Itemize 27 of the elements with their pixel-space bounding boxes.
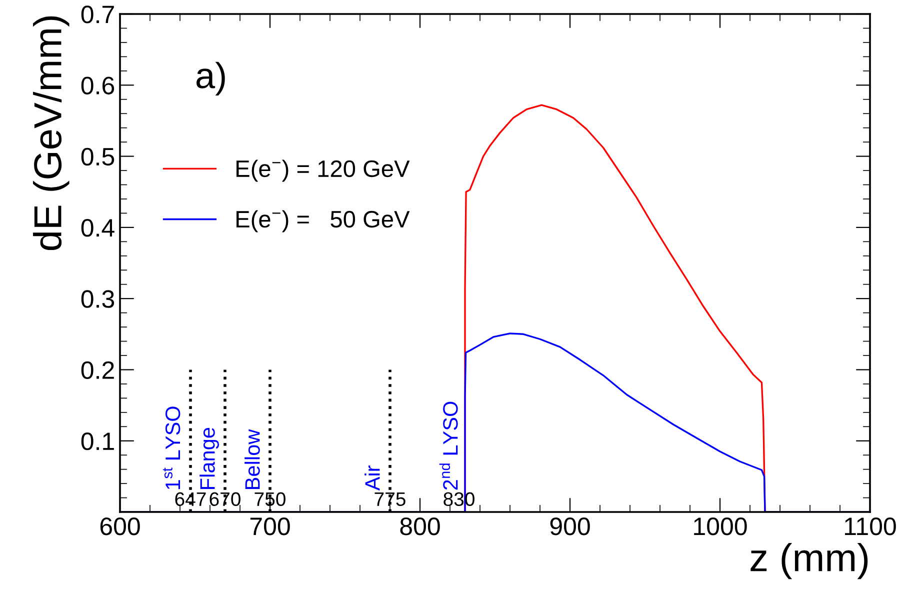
x-tick-label: 1100 [845,518,896,536]
x-tick-label: 1000 [694,518,747,536]
annotation: 750 [254,492,286,506]
y-tick-label: 0.3 [81,290,114,308]
legend-label: E(e$^{−}$) = 50 GeV [236,210,410,232]
y-tick-label: 0.7 [81,6,114,24]
legend-label: E(e$^{−}$) = 120 GeV [236,160,410,182]
y-tick-label: 0.5 [81,148,114,166]
x-tick-label: 600 [100,518,140,536]
y-tick-label: 0.1 [81,432,114,450]
y-tick-label: 0.4 [81,219,114,237]
x-tick-label: 700 [250,518,290,536]
annotation: a) [196,62,225,96]
annotation: 647 [175,492,206,506]
ref-line-label: 1$^{st}$ LYSO [162,406,180,490]
y-tick-label: 0.2 [81,361,114,380]
x-tick-label: 900 [550,518,590,536]
ref-line-label: Flange [200,428,219,489]
annotation: 775 [374,492,406,506]
y-tick-label: 0.6 [81,76,114,94]
annotation: 670 [210,492,240,506]
x-tick-label: 800 [400,518,440,536]
annotation: 2$^{nd}$ LYSO [439,402,458,490]
y-axis-title: dE (GeV/mm) [33,16,70,250]
x-axis-title: z (mm) [750,542,868,580]
ref-line-label: Bellow [244,429,260,489]
ref-line-label: Air [364,466,380,491]
